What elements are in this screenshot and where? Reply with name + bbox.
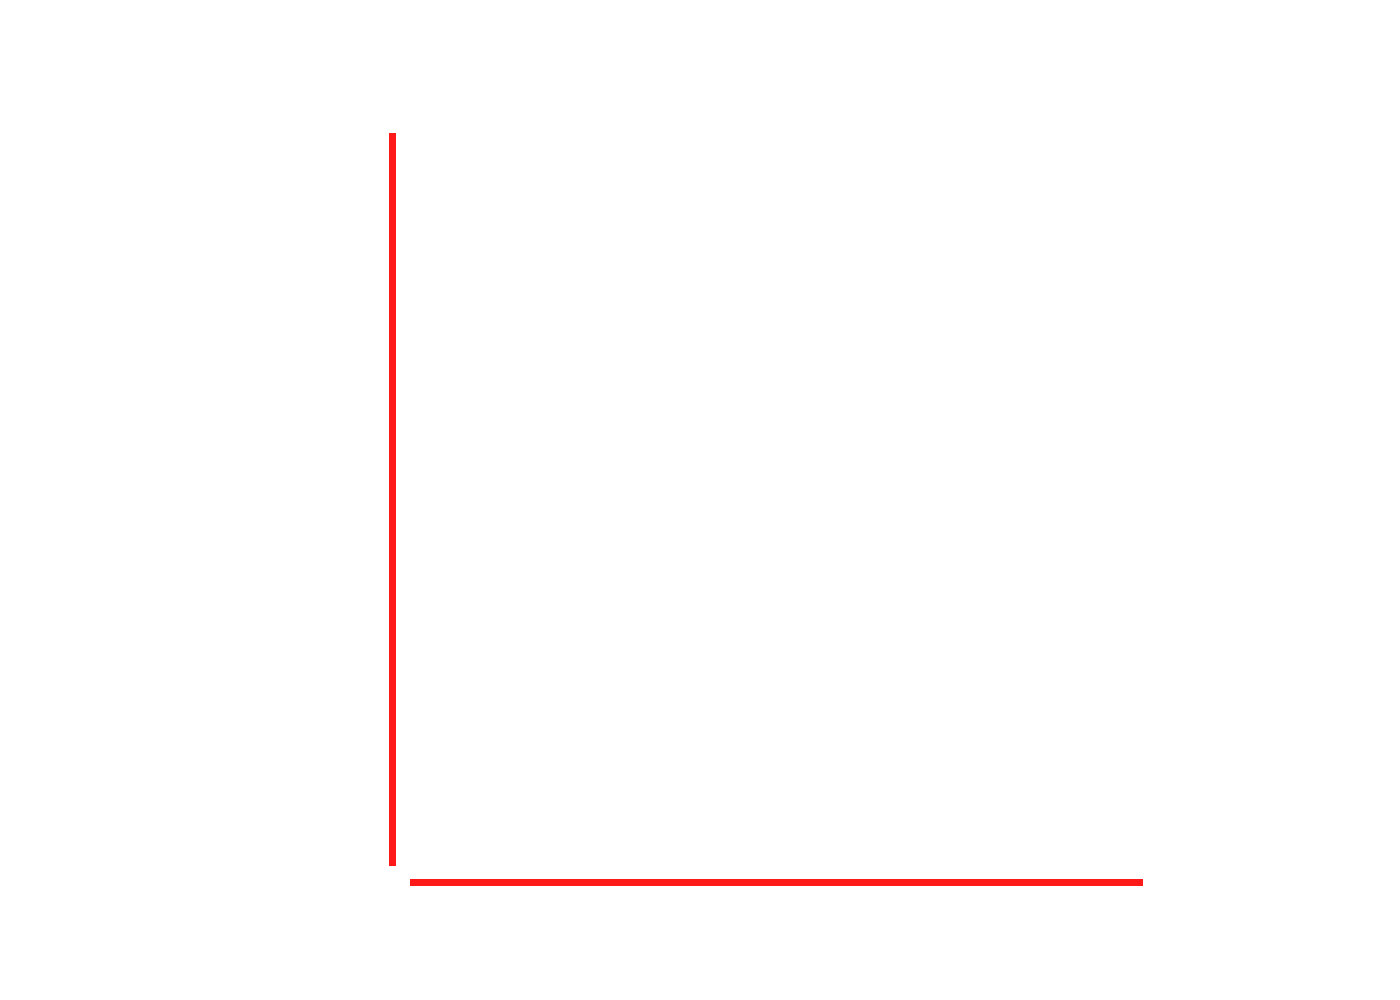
y-axis-spine (389, 133, 396, 866)
x-axis-spine (410, 879, 1143, 886)
